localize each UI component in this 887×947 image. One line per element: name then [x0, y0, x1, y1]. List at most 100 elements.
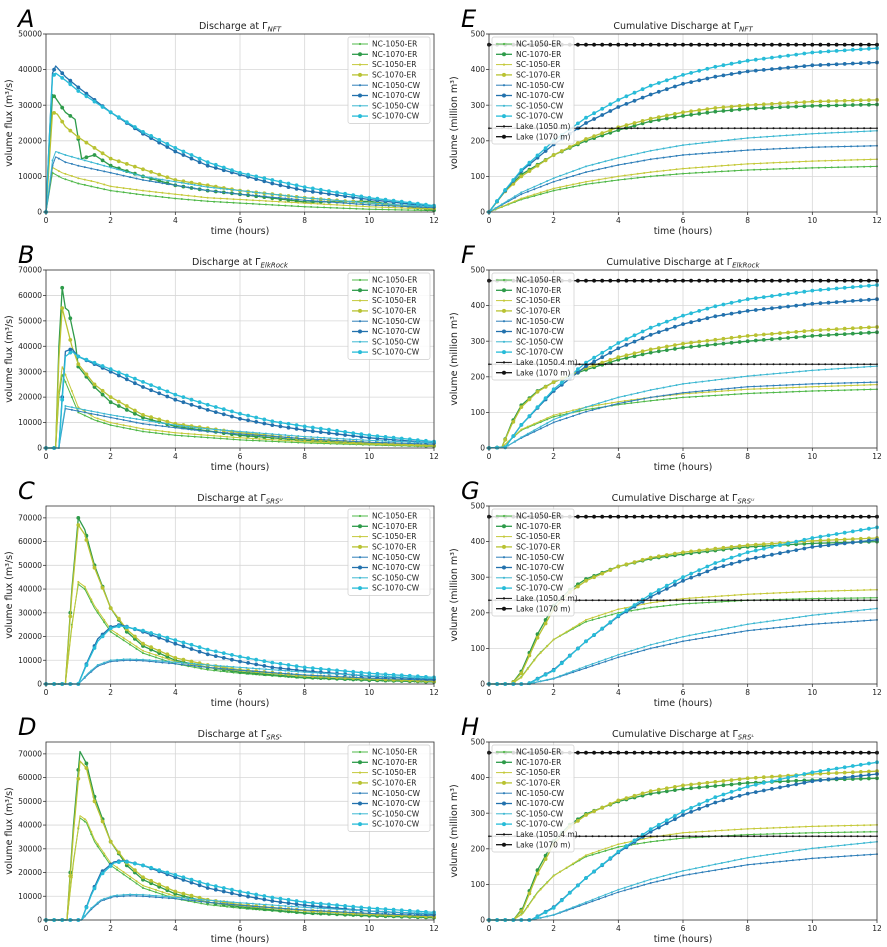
data-point [707, 391, 710, 393]
data-point [77, 164, 80, 167]
data-point [682, 635, 684, 638]
data-point [394, 442, 397, 444]
data-point [271, 196, 274, 199]
data-point [727, 835, 730, 838]
data-point [810, 42, 815, 47]
data-point [826, 538, 831, 543]
data-point [149, 631, 154, 635]
data-point [546, 645, 549, 648]
data-point [251, 437, 254, 440]
data-point [576, 750, 580, 755]
data-point [786, 775, 790, 780]
data-point [869, 841, 872, 844]
data-point [367, 906, 372, 910]
data-point [802, 546, 807, 551]
data-point [779, 832, 781, 835]
y-tick-label: 20000 [18, 868, 42, 877]
data-point [374, 439, 377, 442]
data-point [794, 782, 799, 787]
data-point [507, 202, 510, 205]
series-line [45, 156, 435, 213]
data-point [623, 155, 626, 158]
data-point [394, 203, 397, 206]
series-sc-1050-cw [488, 129, 878, 213]
data-point [226, 900, 229, 903]
data-point [640, 329, 645, 334]
data-point [697, 78, 702, 83]
data-point [701, 152, 704, 155]
data-point [318, 670, 323, 675]
data-point [572, 170, 575, 173]
data-point [721, 783, 726, 788]
data-point [258, 438, 261, 440]
data-point [124, 404, 129, 408]
data-point [791, 625, 794, 628]
data-point [90, 598, 93, 601]
data-point [116, 399, 121, 404]
data-point [206, 427, 209, 430]
legend-item: NC-1070-CW [352, 799, 421, 808]
data-point [154, 656, 157, 659]
data-point [297, 905, 300, 908]
data-point [817, 363, 820, 366]
data-point [142, 658, 144, 661]
data-point [802, 537, 807, 542]
data-point [753, 782, 758, 787]
data-point [843, 131, 846, 134]
data-point [141, 641, 145, 646]
data-point [258, 903, 261, 906]
data-point [688, 831, 691, 834]
data-point [142, 427, 144, 430]
data-point [794, 278, 799, 283]
data-point [669, 599, 672, 602]
data-point [367, 671, 372, 676]
chart-title: Cumulative Discharge at ΓSRSᴸ [612, 729, 754, 742]
data-point [181, 875, 186, 880]
data-point [604, 847, 607, 850]
data-point [585, 902, 587, 905]
data-point [135, 647, 138, 650]
data-point [856, 165, 859, 168]
data-point [843, 145, 846, 148]
data-point [770, 332, 774, 336]
data-point [572, 906, 575, 909]
data-point [284, 905, 287, 907]
data-point [167, 425, 170, 428]
y-tick-label: 500 [471, 738, 486, 747]
data-point [772, 387, 775, 390]
data-point [187, 897, 190, 900]
data-point [713, 106, 718, 110]
data-point [648, 42, 653, 47]
data-point [817, 831, 820, 834]
data-point [572, 626, 575, 629]
data-point [226, 191, 229, 194]
data-point [689, 810, 693, 814]
series-group [44, 516, 436, 686]
data-point [867, 526, 871, 531]
data-point [694, 831, 697, 833]
data-point [817, 622, 820, 625]
legend-item: NC-1070-ER [352, 758, 417, 767]
data-point [500, 205, 503, 208]
data-point [824, 363, 827, 366]
data-point [794, 290, 799, 295]
data-point [193, 195, 196, 198]
data-point [552, 638, 555, 641]
data-point [413, 204, 416, 207]
data-point [187, 194, 190, 197]
data-point [161, 891, 164, 893]
data-point [157, 178, 162, 183]
data-point [148, 651, 151, 654]
data-point [539, 651, 542, 654]
data-point [167, 192, 170, 195]
data-point [753, 374, 756, 377]
data-point [124, 408, 129, 412]
data-point [682, 172, 684, 175]
data-point [766, 853, 769, 856]
data-point [856, 384, 859, 387]
data-point [122, 174, 125, 177]
data-point [122, 637, 125, 639]
data-point [394, 206, 397, 209]
data-point [258, 203, 261, 206]
data-point [863, 145, 866, 148]
